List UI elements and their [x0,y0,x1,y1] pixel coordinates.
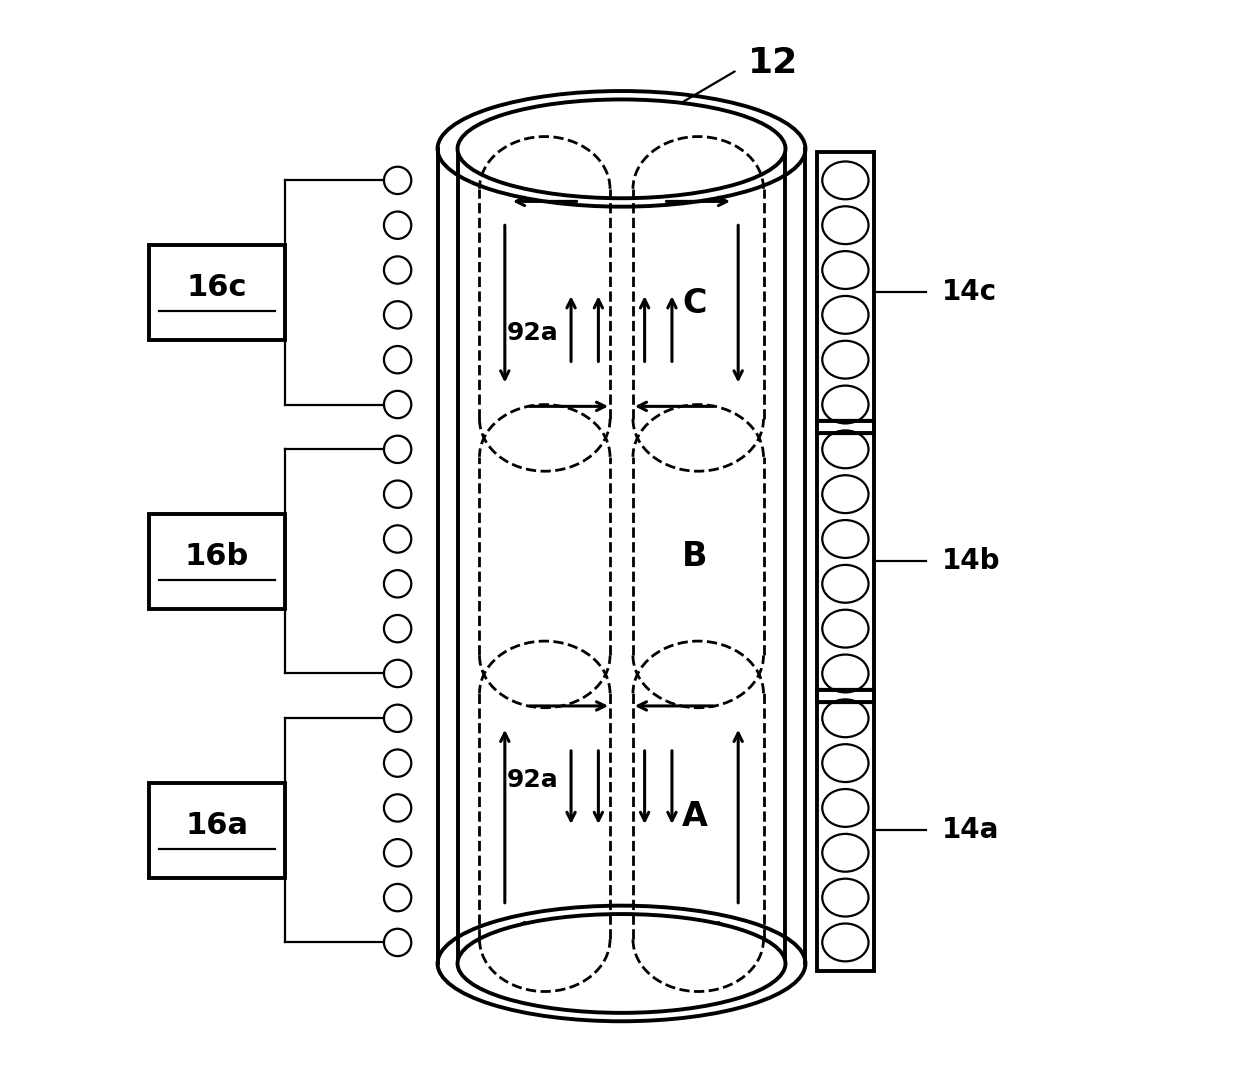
Bar [148,245,285,340]
Text: B: B [682,540,707,573]
Text: 16c: 16c [186,273,247,301]
Text: 14a: 14a [942,817,999,845]
Text: 12: 12 [747,46,798,80]
Bar [148,514,285,609]
Text: 14b: 14b [942,547,1001,575]
Bar [148,783,285,878]
Bar [817,690,874,971]
Text: 92a: 92a [506,768,558,791]
Text: 16b: 16b [185,542,249,571]
Bar [817,421,874,702]
Text: 16a: 16a [185,810,249,839]
Text: 14c: 14c [942,278,997,307]
Ellipse shape [457,99,786,198]
Text: 92a: 92a [506,321,558,345]
Ellipse shape [457,914,786,1013]
Text: A: A [682,800,709,833]
Bar [817,152,874,432]
Text: C: C [682,288,707,321]
